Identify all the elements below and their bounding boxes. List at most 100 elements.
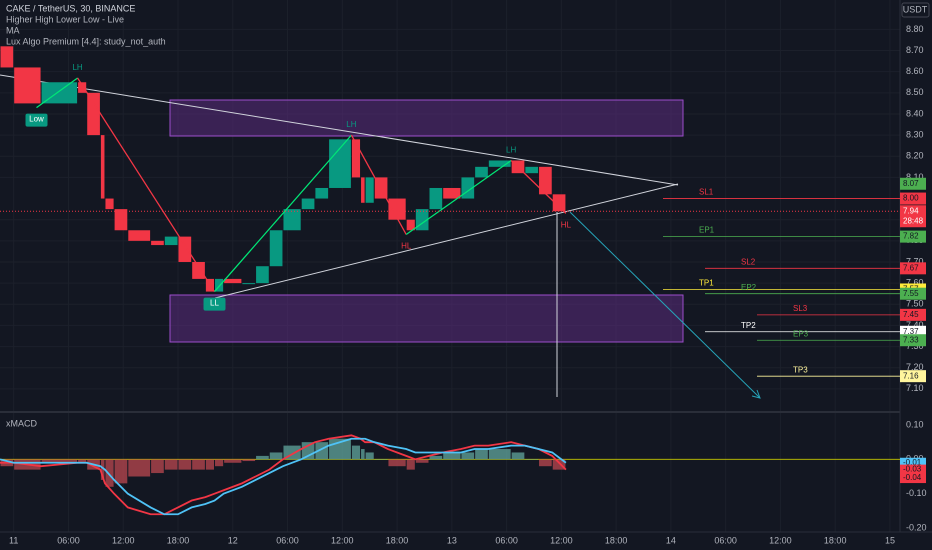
price-tag	[900, 287, 926, 300]
price-tag-label: 8.07	[903, 179, 919, 188]
projection-arrow	[569, 211, 761, 399]
y-tick-label: 8.80	[906, 24, 924, 34]
candle	[87, 92, 100, 136]
x-tick-label: 15	[885, 535, 895, 545]
zigzag	[405, 159, 512, 236]
last-price-tag	[900, 205, 926, 228]
pivot-box	[203, 297, 226, 311]
y-tick-label: 8.70	[906, 45, 924, 55]
x-tick-label: 06:00	[57, 535, 80, 545]
y-tick-label: 7.40	[906, 320, 924, 330]
histogram-bar	[443, 452, 461, 460]
x-tick-label: 12	[228, 535, 238, 545]
candle	[114, 209, 128, 231]
candle	[164, 236, 178, 246]
histogram-bar	[205, 459, 215, 470]
x-tick-label: 18:00	[605, 535, 628, 545]
price-tag-label: 8.00	[903, 194, 919, 203]
y-tick-label: 7.20	[906, 362, 924, 372]
candle	[242, 283, 256, 285]
histogram-bar	[511, 452, 525, 460]
y-tick-label: -0.10	[906, 488, 927, 498]
x-tick-label: 12:00	[769, 535, 792, 545]
histogram-bar	[215, 459, 224, 467]
candle	[329, 139, 351, 188]
histogram-bar	[128, 459, 151, 477]
y-tick-label: 8.20	[906, 151, 924, 161]
candle	[178, 236, 192, 262]
histogram-bar	[78, 459, 87, 463]
candle	[488, 160, 511, 167]
x-tick-label: 12:00	[112, 535, 135, 545]
x-tick-label: 14	[666, 535, 676, 545]
candle	[192, 261, 205, 279]
indicator: Higher High Lower Low - Live	[6, 14, 124, 24]
x-tick-label: 18:00	[167, 535, 190, 545]
price-tag-label: 7.67	[903, 263, 919, 272]
currency-box[interactable]	[901, 2, 930, 18]
level-name: SL2	[741, 257, 756, 266]
y-tick-label: 8.10	[906, 172, 924, 182]
macd-tag	[900, 464, 926, 475]
histogram-bar	[351, 445, 361, 460]
candle	[301, 198, 315, 210]
price-tag-label: 7.55	[903, 289, 919, 298]
price-tag	[900, 230, 926, 243]
price-tag-label: 7.82	[903, 232, 919, 241]
histogram-bar	[105, 459, 114, 487]
histogram-bar	[164, 459, 178, 470]
countdown: 28:48	[903, 216, 924, 225]
price-tag-label: 7.37	[903, 327, 919, 336]
demand-zone	[169, 294, 684, 343]
histogram-bar	[388, 459, 406, 467]
candle	[215, 278, 224, 292]
indicator: MA	[6, 25, 20, 35]
x-tick-label: 12:00	[550, 535, 573, 545]
histogram-bar	[461, 452, 475, 460]
histogram-bar	[365, 452, 374, 460]
candle	[429, 187, 443, 210]
x-tick-label: 18:00	[824, 535, 847, 545]
candle	[269, 230, 283, 267]
indicator: Lux Algo Premium [4.4]: study_not_auth	[6, 36, 166, 46]
histogram-bar	[269, 452, 283, 460]
y-tick-label: 7.10	[906, 383, 924, 393]
x-tick-label: 06:00	[714, 535, 737, 545]
price-tag-label: 7.33	[903, 335, 919, 344]
pivot-label: Low	[29, 115, 44, 124]
price-tag	[900, 308, 926, 321]
histogram-bar	[192, 459, 205, 470]
histogram-bar	[488, 449, 511, 460]
candle	[224, 278, 242, 284]
pivot-label: HL	[561, 220, 572, 229]
candle	[365, 177, 374, 203]
pivot-label: HL	[401, 242, 412, 251]
pivot-label: LH	[506, 146, 516, 155]
zigzag	[510, 160, 567, 214]
level-name: TP2	[741, 321, 756, 330]
macd-tag-label: -0.04	[903, 473, 922, 482]
candle	[552, 194, 566, 212]
price-tag-label: 7.45	[903, 310, 919, 319]
y-tick-label: 0.10	[906, 419, 924, 429]
x-tick-label: 12:00	[331, 535, 354, 545]
macd-line	[0, 434, 567, 516]
x-tick-label: 18:00	[386, 535, 409, 545]
pane-title: xMACD	[6, 418, 37, 428]
candle	[315, 187, 329, 199]
zigzag	[36, 77, 78, 109]
candle	[388, 198, 406, 220]
histogram-bar	[114, 459, 128, 484]
level-name: SL3	[793, 304, 808, 313]
level-name: SL1	[699, 188, 714, 197]
macd-line	[0, 437, 567, 516]
candle	[256, 266, 269, 284]
level-name: EP1	[699, 226, 715, 235]
currency[interactable]: USDT	[903, 4, 928, 14]
level-name: EP3	[793, 329, 809, 338]
candle	[100, 135, 105, 199]
y-tick-label: 8.50	[906, 87, 924, 97]
level-name: TP1	[699, 279, 714, 288]
y-tick-label: 8.40	[906, 108, 924, 118]
price-tag-label: 7.16	[903, 371, 919, 380]
